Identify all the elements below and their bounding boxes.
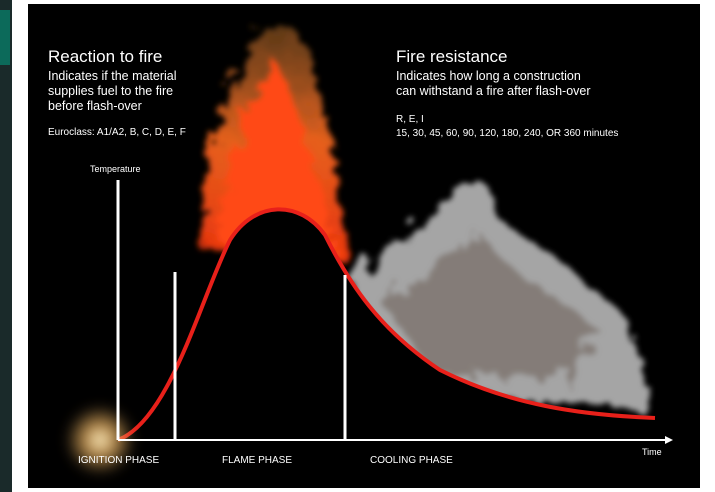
phase-label: FLAME PHASE — [222, 455, 292, 466]
curve-fill — [118, 209, 655, 440]
x-axis-arrow — [665, 436, 673, 444]
right-title: Fire resistance — [396, 47, 507, 66]
y-axis-label: Temperature — [90, 164, 141, 174]
smoke — [350, 180, 650, 410]
left-line: supplies fuel to the fire — [48, 84, 173, 98]
left-title: Reaction to fire — [48, 47, 162, 66]
phase-label: COOLING PHASE — [370, 455, 453, 466]
left-line: Indicates if the material — [48, 69, 177, 83]
x-axis-label: Time — [642, 447, 662, 457]
right-criteria: R, E, I — [396, 114, 424, 125]
side-strip — [0, 0, 12, 492]
right-line: Indicates how long a construction — [396, 69, 581, 83]
temperature-curve — [117, 207, 656, 442]
right-line: can withstand a fire after flash-over — [396, 84, 591, 98]
right-durations: 15, 30, 45, 60, 90, 120, 180, 240, OR 36… — [396, 128, 618, 139]
left-line: before flash-over — [48, 99, 142, 113]
left-classes: Euroclass: A1/A2, B, C, D, E, F — [48, 127, 186, 138]
phase-label: IGNITION PHASE — [78, 455, 159, 466]
side-strip-accent — [0, 10, 10, 65]
flame — [200, 22, 348, 260]
